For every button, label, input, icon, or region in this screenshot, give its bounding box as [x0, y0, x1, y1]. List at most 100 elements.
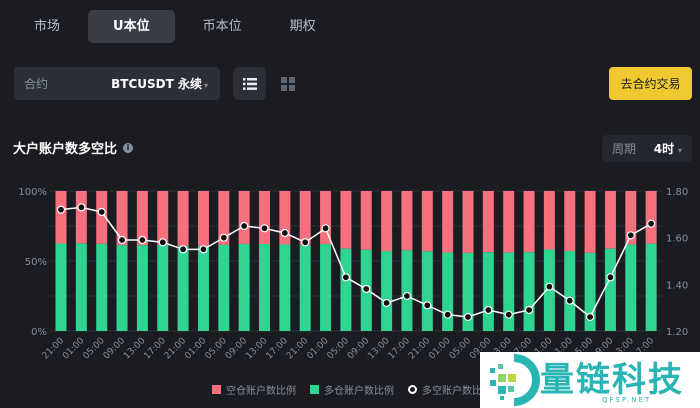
- ratio-point[interactable]: [240, 221, 249, 231]
- x-axis-tick: 01:00: [61, 336, 87, 362]
- bar[interactable]: [320, 191, 332, 331]
- watermark-logo-icon: [490, 354, 540, 406]
- ratio-point[interactable]: [138, 235, 147, 245]
- bar[interactable]: [299, 191, 311, 331]
- bar[interactable]: [259, 191, 270, 331]
- bar[interactable]: [442, 191, 454, 331]
- bar[interactable]: [75, 191, 87, 331]
- ratio-point[interactable]: [504, 310, 513, 319]
- bar[interactable]: [543, 191, 555, 331]
- ratio-point[interactable]: [647, 219, 656, 228]
- grid-icon: [280, 76, 295, 91]
- bar[interactable]: [157, 191, 169, 331]
- ratio-point[interactable]: [585, 312, 595, 322]
- market-tabs: 市场 U本位 币本位 期权: [14, 10, 344, 43]
- bar[interactable]: [421, 191, 433, 331]
- bar[interactable]: [218, 191, 230, 331]
- x-axis-tick: 01:00: [183, 336, 209, 362]
- ratio-point[interactable]: [463, 312, 473, 322]
- bar[interactable]: [238, 191, 250, 331]
- ratio-point[interactable]: [179, 245, 188, 254]
- ratio-point[interactable]: [117, 235, 127, 245]
- ratio-point[interactable]: [626, 231, 635, 240]
- bar[interactable]: [197, 191, 209, 331]
- contract-select[interactable]: 合约 BTCUSDT 永续 ▾: [14, 67, 220, 100]
- bar[interactable]: [523, 191, 535, 331]
- chart-title-text: 大户账户数多空比: [13, 142, 118, 157]
- x-axis-tick: 21:00: [41, 336, 67, 362]
- bar[interactable]: [279, 191, 291, 331]
- bar[interactable]: [564, 191, 576, 331]
- ratio-point[interactable]: [423, 301, 432, 310]
- x-axis-tick: 05:00: [81, 336, 107, 362]
- ratio-point[interactable]: [260, 224, 269, 233]
- list-view-button[interactable]: [233, 67, 266, 100]
- tab-options[interactable]: 期权: [289, 19, 316, 34]
- bar[interactable]: [625, 191, 637, 331]
- period-select[interactable]: 周期 4时 ▾: [602, 135, 692, 162]
- ratio-point[interactable]: [402, 291, 412, 301]
- ratio-point[interactable]: [56, 205, 66, 214]
- bar[interactable]: [482, 191, 494, 331]
- bar[interactable]: [177, 191, 189, 331]
- bar[interactable]: [116, 191, 128, 331]
- x-axis-tick: 17:00: [265, 336, 291, 362]
- tab-usdt-margined[interactable]: U本位: [88, 10, 175, 43]
- tab-market[interactable]: 市场: [34, 19, 61, 34]
- x-axis-tick: 09:00: [224, 336, 250, 362]
- y2-axis-tick: 1.60: [666, 234, 688, 245]
- ratio-point[interactable]: [321, 224, 330, 233]
- legend-ratio-label: 多空账户数比例: [422, 386, 492, 397]
- ratio-point[interactable]: [362, 284, 371, 294]
- x-axis-tick: 13:00: [122, 336, 148, 362]
- ratio-point[interactable]: [77, 203, 86, 212]
- bar[interactable]: [401, 191, 413, 331]
- ratio-point[interactable]: [545, 282, 554, 291]
- legend-long[interactable]: 多仓账户数比例: [310, 382, 394, 397]
- bar[interactable]: [503, 191, 515, 331]
- bar[interactable]: [645, 191, 657, 331]
- ratio-point[interactable]: [382, 298, 391, 308]
- x-axis-tick: 21:00: [407, 336, 433, 362]
- tab-coin-margined[interactable]: 币本位: [202, 19, 242, 34]
- y2-axis-tick: 1.40: [666, 280, 688, 291]
- ratio-point[interactable]: [199, 245, 208, 254]
- grid-view-button[interactable]: [271, 67, 304, 100]
- ratio-point[interactable]: [484, 305, 493, 315]
- go-to-futures-trade-button[interactable]: 去合约交易: [609, 67, 692, 100]
- x-axis-tick: 09:00: [102, 336, 128, 362]
- bar[interactable]: [340, 191, 352, 331]
- legend-ratio[interactable]: 多空账户数比例: [408, 382, 492, 397]
- list-icon: [242, 77, 257, 90]
- ratio-point[interactable]: [219, 233, 228, 242]
- info-icon[interactable]: i: [123, 142, 134, 153]
- ratio-point[interactable]: [606, 273, 615, 282]
- ratio-point[interactable]: [158, 238, 167, 247]
- ratio-point[interactable]: [565, 296, 574, 305]
- bar[interactable]: [604, 191, 616, 331]
- chevron-down-icon: ▾: [203, 81, 208, 90]
- x-axis-tick: 01:00: [305, 336, 331, 362]
- y-axis-tick: 0%: [31, 327, 47, 338]
- ratio-point[interactable]: [280, 228, 289, 238]
- bar[interactable]: [381, 191, 393, 331]
- ratio-point[interactable]: [341, 273, 350, 282]
- legend-short[interactable]: 空仓账户数比例: [212, 382, 296, 397]
- y-axis-tick: 50%: [25, 257, 47, 268]
- bar[interactable]: [360, 191, 372, 331]
- y-axis-tick: 100%: [18, 187, 47, 198]
- ratio-point[interactable]: [524, 305, 534, 315]
- ratio-point[interactable]: [443, 310, 452, 319]
- bar[interactable]: [584, 191, 596, 331]
- ratio-point[interactable]: [301, 238, 310, 247]
- ratio-point[interactable]: [97, 207, 106, 217]
- bar[interactable]: [96, 191, 108, 331]
- period-label: 周期: [612, 142, 637, 156]
- bar[interactable]: [462, 191, 474, 331]
- period-value: 4时: [653, 142, 675, 156]
- x-axis-tick: 21:00: [285, 336, 311, 362]
- bar[interactable]: [136, 191, 148, 331]
- bar[interactable]: [55, 191, 67, 331]
- x-axis-tick: 13:00: [366, 336, 392, 362]
- x-axis-tick: 09:00: [346, 336, 372, 362]
